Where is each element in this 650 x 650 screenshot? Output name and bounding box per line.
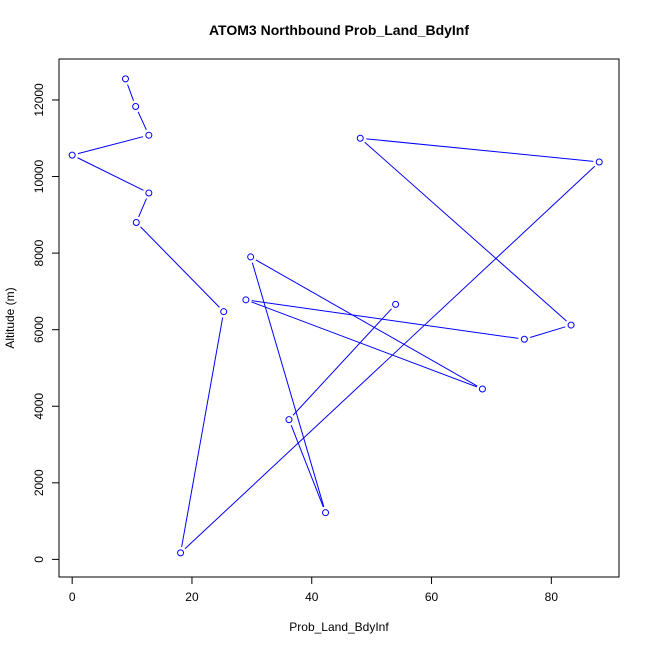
data-point — [356, 134, 364, 142]
series-line-segment — [529, 326, 566, 338]
data-point — [68, 151, 76, 159]
series-line-segment — [140, 226, 220, 308]
x-tick-label: 0 — [69, 590, 76, 604]
data-point — [132, 218, 140, 226]
data-point — [322, 509, 330, 517]
series-layer — [68, 75, 603, 557]
data-point — [392, 300, 400, 308]
chart-title: ATOM3 Northbound Prob_Land_BdyInf — [209, 22, 469, 38]
series-line-segment — [290, 425, 324, 508]
series-line-segment — [251, 262, 325, 508]
data-point — [478, 385, 486, 393]
series-line-segment — [364, 141, 567, 322]
series-line-segment — [77, 157, 144, 191]
series-line-segment — [184, 165, 596, 550]
y-tick-label: 6000 — [32, 316, 46, 343]
series-line-segment — [251, 300, 519, 339]
series-line-segment — [292, 308, 392, 416]
data-point — [285, 416, 293, 424]
data-point — [595, 158, 603, 166]
y-axis: 0 2000 4000 6000 8000 10000 12000 — [32, 83, 60, 563]
x-tick-label: 60 — [425, 590, 439, 604]
series-line-segment — [77, 136, 144, 155]
y-tick-label: 10000 — [32, 160, 46, 194]
y-tick-label: 0 — [32, 556, 46, 563]
x-axis: 0 20 40 60 80 — [69, 576, 559, 604]
data-point — [132, 102, 140, 110]
data-point — [242, 296, 250, 304]
x-tick-label: 80 — [545, 590, 559, 604]
series-line-segment — [255, 259, 478, 387]
series-line-segment — [137, 111, 147, 130]
y-axis-label: Altitude (m) — [3, 287, 17, 348]
y-tick-label: 12000 — [32, 83, 46, 117]
data-point — [247, 253, 255, 261]
series-line-segment — [366, 138, 594, 162]
series-line-segment — [251, 301, 478, 388]
series-line-segment — [138, 198, 147, 218]
y-tick-label: 8000 — [32, 239, 46, 266]
y-tick-label: 4000 — [32, 393, 46, 420]
x-tick-label: 40 — [305, 590, 319, 604]
data-point — [567, 321, 575, 329]
data-point — [145, 131, 153, 139]
x-tick-label: 20 — [185, 590, 199, 604]
y-tick-label: 2000 — [32, 469, 46, 496]
data-point — [220, 308, 228, 316]
x-axis-label: Prob_Land_BdyInf — [289, 620, 389, 634]
data-point — [121, 75, 129, 83]
data-point — [520, 335, 528, 343]
series-line-segment — [181, 317, 224, 548]
series-line-segment — [127, 84, 135, 102]
data-point — [145, 189, 153, 197]
data-point — [177, 549, 185, 557]
